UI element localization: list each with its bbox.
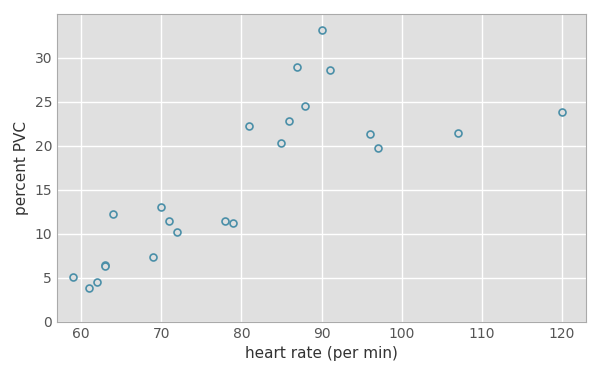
Point — [148, 254, 158, 260]
Point — [245, 123, 254, 129]
Point — [293, 64, 302, 70]
Point — [108, 210, 118, 216]
X-axis label: heart rate (per min): heart rate (per min) — [245, 346, 398, 361]
Point — [92, 279, 102, 285]
Point — [84, 285, 94, 291]
Point — [365, 131, 374, 137]
Point — [100, 261, 110, 267]
Point — [157, 204, 166, 210]
Point — [453, 130, 463, 136]
Point — [557, 110, 567, 116]
Point — [277, 140, 286, 146]
Point — [301, 103, 310, 109]
Point — [325, 67, 334, 73]
Point — [229, 220, 238, 226]
Point — [164, 217, 174, 223]
Point — [172, 229, 182, 235]
Point — [284, 118, 294, 124]
Point — [317, 27, 326, 33]
Point — [221, 217, 230, 223]
Point — [100, 263, 110, 269]
Point — [373, 145, 382, 151]
Point — [68, 274, 78, 280]
Y-axis label: percent PVC: percent PVC — [14, 121, 29, 215]
